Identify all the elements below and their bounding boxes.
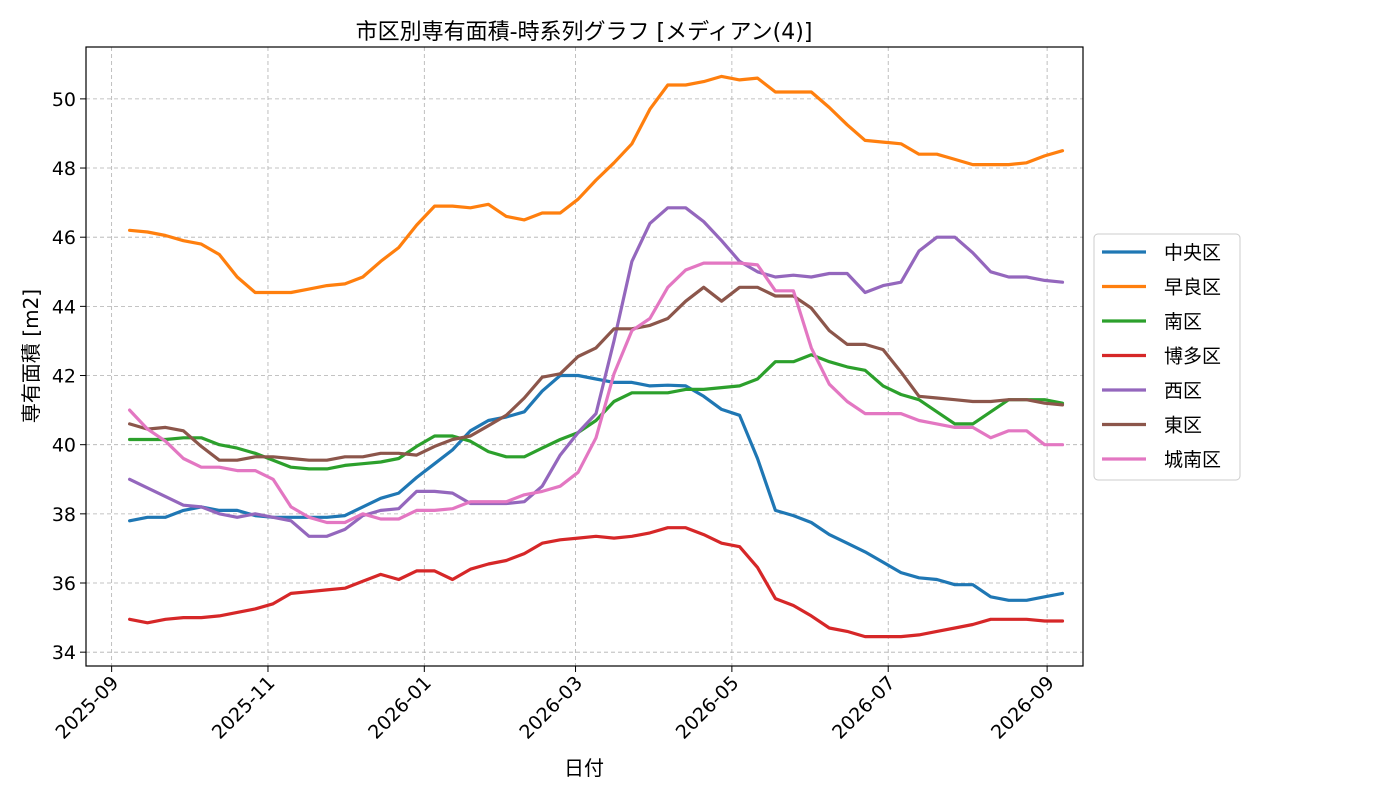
y-tick-label: 40 (52, 435, 76, 457)
chart-title: 市区別専有面積-時系列グラフ [メディアン(4)] (356, 20, 813, 45)
legend-label: 西区 (1164, 380, 1202, 402)
series-lines (128, 74, 1065, 639)
y-tick-label: 38 (52, 504, 76, 526)
legend-label: 東区 (1164, 415, 1202, 437)
y-tick-label: 50 (52, 89, 76, 111)
y-tick-label: 48 (52, 158, 76, 180)
y-tick-label: 34 (52, 642, 76, 664)
plot-area-frame (85, 46, 1084, 667)
y-tick-label: 36 (52, 573, 76, 595)
x-axis-label: 日付 (564, 756, 604, 780)
legend-label: 城南区 (1164, 449, 1221, 471)
legend-box (1093, 233, 1241, 481)
series-line-7 (128, 261, 1065, 525)
legend-label: 博多区 (1164, 346, 1221, 368)
legend-label: 南区 (1164, 311, 1202, 333)
y-tick-label: 42 (52, 366, 76, 388)
series-line-5 (128, 206, 1065, 538)
legend-label: 早良区 (1164, 277, 1221, 299)
y-axis: 34 36 38 40 42 44 46 48 50 (52, 89, 86, 664)
y-tick-label: 46 (52, 227, 76, 249)
series-line-4 (128, 526, 1065, 639)
series-line-6 (128, 285, 1065, 462)
y-tick-label: 44 (52, 296, 76, 318)
legend-label: 中央区 (1164, 242, 1221, 264)
series-line-1 (128, 373, 1065, 602)
series-line-3 (128, 353, 1065, 471)
series-line-2 (128, 74, 1065, 295)
y-axis-label: 専有面積 [m2] (19, 289, 43, 423)
